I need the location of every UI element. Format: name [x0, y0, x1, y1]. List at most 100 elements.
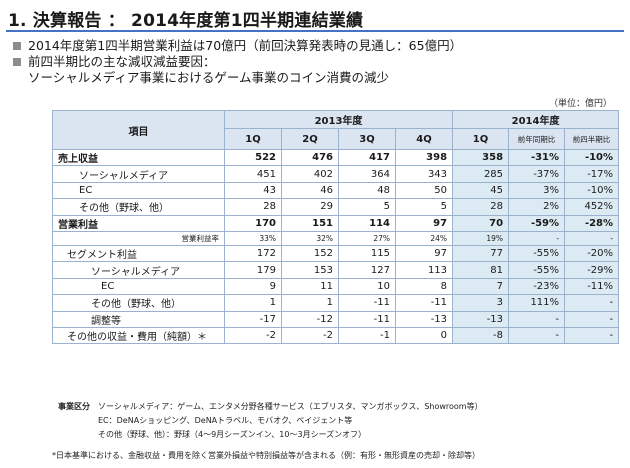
table-cell: -20% — [564, 244, 620, 263]
table-cell: 97 — [394, 244, 454, 263]
table-cell: 33% — [224, 230, 282, 246]
table-header-row: 項目 2013年度 2014年度 — [52, 110, 620, 150]
table-row: その他（野球、他） 1 1 -11 -11 3 111% - — [52, 294, 620, 312]
table-cell: 70 — [452, 214, 510, 232]
table-cell: -55% — [508, 244, 566, 263]
bullet-text: 2014年度第1四半期営業利益は70億円（前回決算発表時の見通し：65億円） — [28, 38, 463, 53]
table-cell: -11% — [564, 277, 620, 296]
table-cell: -2 — [224, 326, 282, 345]
header-quarter: 1Q — [452, 128, 510, 150]
table-cell: -11 — [394, 294, 454, 312]
table-cell: 111% — [508, 294, 566, 312]
unit-label: （単位：億円） — [548, 99, 612, 109]
table-cell: 50 — [394, 181, 454, 200]
table-cell: - — [564, 310, 620, 328]
table-cell: 522 — [224, 148, 282, 167]
header-qoq: 前四半期比 — [564, 128, 620, 150]
title-underline — [6, 30, 624, 32]
row-label: 営業利益率 — [52, 230, 225, 246]
row-label: その他（野球、他） — [52, 198, 225, 216]
header-item: 項目 — [52, 110, 225, 150]
table-cell: -55% — [508, 261, 566, 279]
bullet-item-operating-profit: 2014年度第1四半期営業利益は70億円（前回決算発表時の見通し：65億円） — [10, 38, 622, 54]
header-yoy: 前年同期比 — [508, 128, 566, 150]
table-cell: -11 — [338, 294, 396, 312]
footnote: *日本基準における、金融収益・費用を除く営業外損益や特別損益等が含まれる（例：有… — [52, 451, 480, 460]
table-cell: 364 — [338, 165, 396, 183]
table-cell: 127 — [338, 261, 396, 279]
table-row: EC 43 46 48 50 45 3% -10% — [52, 181, 620, 200]
table-cell: 10 — [338, 277, 396, 296]
table-cell: 343 — [394, 165, 454, 183]
table-cell: 9 — [224, 277, 282, 296]
segment-notes: 事業区分 ソーシャルメディア：ゲーム、エンタメ分野各種サービス（エブリスタ、マンガ… — [58, 400, 483, 442]
row-label: ソーシャルメディア — [52, 165, 225, 183]
table-cell: 24% — [394, 230, 454, 246]
slide-title: 1. 決算報告 ： 2014年度第1四半期連結業績 — [8, 11, 364, 31]
row-label: ソーシャルメディア — [52, 261, 225, 279]
table-cell: 48 — [338, 181, 396, 200]
header-fy2014: 2014年度 — [452, 110, 620, 129]
table-cell: 172 — [224, 244, 282, 263]
table-cell: 27% — [338, 230, 396, 246]
bullet-list: 2014年度第1四半期営業利益は70億円（前回決算発表時の見通し：65億円） 前… — [10, 38, 622, 86]
slide-header: 1. 決算報告 ： 2014年度第1四半期連結業績 — [0, 0, 630, 34]
table-cell: 3 — [452, 294, 510, 312]
table-cell: 402 — [281, 165, 339, 183]
table-cell: -2 — [281, 326, 339, 345]
table-cell: 153 — [281, 261, 339, 279]
table-cell: -17% — [564, 165, 620, 183]
bullet-square-icon — [13, 58, 21, 66]
header-quarter: 2Q — [281, 128, 339, 150]
row-label: セグメント利益 — [52, 244, 225, 263]
table-cell: -37% — [508, 165, 566, 183]
table-cell: 43 — [224, 181, 282, 200]
header-quarter: 3Q — [338, 128, 396, 150]
table-cell: 1 — [281, 294, 339, 312]
table-cell: -8 — [452, 326, 510, 345]
notes-line: EC：DeNAショッピング、DeNAトラベル、モバオク、ペイジェント等 — [98, 416, 353, 425]
table-row: ソーシャルメディア 451 402 364 343 285 -37% -17% — [52, 165, 620, 183]
table-cell: 114 — [338, 214, 396, 232]
table-cell: 8 — [394, 277, 454, 296]
header-quarter: 4Q — [394, 128, 454, 150]
table-cell: 77 — [452, 244, 510, 263]
financial-results-table: 項目 2013年度 2014年度 1Q 2Q 3Q 4Q 1Q 前年同期比 前四… — [52, 110, 620, 345]
row-label: その他（野球、他） — [52, 294, 225, 312]
table-cell: -59% — [508, 214, 566, 232]
table-cell: -29% — [564, 261, 620, 279]
notes-line: ソーシャルメディア：ゲーム、エンタメ分野各種サービス（エブリスタ、マンガボックス… — [98, 402, 483, 411]
table-cell: - — [564, 326, 620, 345]
table-cell: - — [564, 294, 620, 312]
table-body: 売上収益 522 476 417 398 358 -31% -10% ソーシャルメディア 451 4… — [52, 148, 620, 345]
table-row: 売上収益 522 476 417 398 358 -31% -10% — [52, 148, 620, 167]
table-cell: 170 — [224, 214, 282, 232]
table-cell: - — [508, 310, 566, 328]
table-cell: 11 — [281, 277, 339, 296]
table-row: セグメント利益 172 152 115 97 77 -55% -20% — [52, 244, 620, 263]
table-cell: 115 — [338, 244, 396, 263]
table-cell: 358 — [452, 148, 510, 167]
header-quarter: 1Q — [224, 128, 282, 150]
table-cell: - — [508, 230, 566, 246]
table-cell: 285 — [452, 165, 510, 183]
row-label: EC — [52, 277, 225, 296]
table-cell: 452% — [564, 198, 620, 216]
table-cell: 0 — [394, 326, 454, 345]
bullet-sub-text: ソーシャルメディア事業におけるゲーム事業のコイン消費の減少 — [28, 70, 390, 85]
row-label: 営業利益 — [52, 214, 225, 232]
table-row: 営業利益 170 151 114 97 70 -59% -28% — [52, 214, 620, 232]
row-label: EC — [52, 181, 225, 200]
table-cell: 476 — [281, 148, 339, 167]
table-row: 営業利益率 33% 32% 27% 24% 19% - - — [52, 230, 620, 246]
table-cell: 179 — [224, 261, 282, 279]
table-cell: 45 — [452, 181, 510, 200]
table-row: 調整等 -17 -12 -11 -13 -13- - — [52, 310, 620, 328]
table-cell: -13 — [452, 310, 510, 328]
table-cell: 19% — [452, 230, 510, 246]
table-cell: 81 — [452, 261, 510, 279]
table-cell: 29 — [281, 198, 339, 216]
table-cell: 113 — [394, 261, 454, 279]
table-cell: 3% — [508, 181, 566, 200]
table-cell: -28% — [564, 214, 620, 232]
